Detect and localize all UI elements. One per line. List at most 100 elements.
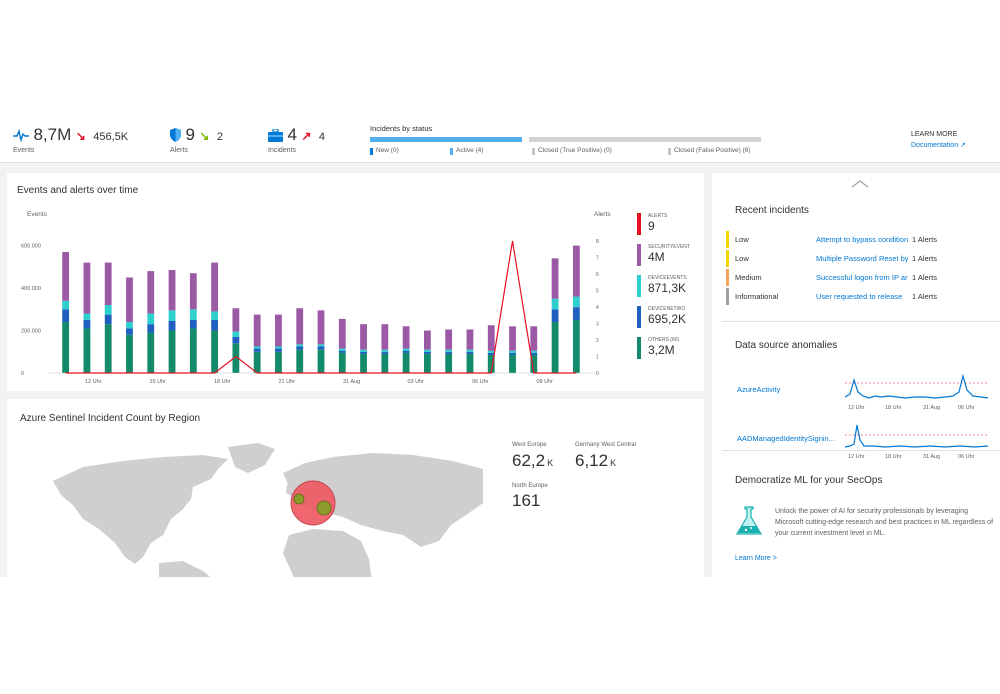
y-tick-label: 200.000 bbox=[21, 329, 41, 335]
chevron-up-icon[interactable] bbox=[850, 179, 870, 189]
x-tick-label: 18 Uhr bbox=[214, 379, 231, 385]
up-arrow-icon: ↗ bbox=[301, 129, 312, 143]
briefcase-icon bbox=[268, 128, 283, 142]
incident-alert-count: 1 Alerts bbox=[912, 292, 938, 301]
legend-item[interactable]: SECURITYEVENT 4M bbox=[637, 244, 717, 266]
alerts-kpi[interactable]: 9 ↘ 2 Alerts bbox=[170, 125, 224, 154]
status-bar-closed[interactable] bbox=[529, 137, 761, 142]
incident-row[interactable]: Low Multiple Password Reset by user 1 Al… bbox=[726, 250, 996, 269]
region-value-germany-number: 6,12 bbox=[575, 451, 609, 470]
bar-segment bbox=[83, 319, 91, 329]
bar-segment bbox=[466, 353, 474, 373]
bar-segment bbox=[189, 319, 197, 329]
events-value: 8,7M bbox=[33, 125, 72, 144]
bar-segment bbox=[296, 308, 304, 345]
bar-segment bbox=[211, 319, 219, 331]
x-tick-label: 12 Uhr bbox=[85, 379, 102, 385]
bar-segment bbox=[360, 351, 367, 354]
legend-name: DEVICENETWO bbox=[648, 306, 686, 312]
incidents-label: Incidents bbox=[268, 147, 297, 154]
anomaly-sparkline[interactable]: 12 Uhr 18 Uhr 31 Aug 06 Uhr bbox=[845, 420, 990, 460]
legend-name: OTHERS (60) bbox=[648, 337, 680, 343]
bar-segment bbox=[189, 309, 197, 320]
bar-segment bbox=[551, 258, 559, 299]
recent-incidents-title: Recent incidents bbox=[735, 205, 809, 216]
incidents-by-status[interactable]: Incidents by status New (0) Active (4) C… bbox=[370, 124, 770, 155]
bar-segment bbox=[168, 330, 176, 373]
incident-title-link[interactable]: User requested to release bbox=[816, 292, 903, 301]
anomaly-sparkline[interactable]: 12 Uhr 18 Uhr 31 Aug 06 Uhr bbox=[845, 372, 990, 412]
bar-segment bbox=[62, 300, 70, 310]
documentation-link-label: Documentation bbox=[911, 142, 959, 149]
alerts-delta: 2 bbox=[216, 131, 224, 143]
learn-more: LEARN MORE Documentation ↗ bbox=[911, 129, 966, 151]
anomaly-tick: 06 Uhr bbox=[958, 405, 975, 411]
down-arrow-icon: ↘ bbox=[75, 129, 86, 143]
bar-segment bbox=[317, 349, 325, 373]
anomaly-tick: 06 Uhr bbox=[958, 454, 975, 460]
anomaly-source-link[interactable]: AzureActivity bbox=[737, 385, 781, 394]
bar-segment bbox=[381, 353, 389, 373]
bar-segment bbox=[296, 344, 304, 347]
bar-segment bbox=[253, 348, 261, 352]
incident-row[interactable]: Low Attempt to bypass conditional access… bbox=[726, 231, 996, 250]
incident-row[interactable]: Medium Successful logon from IP and fail… bbox=[726, 269, 996, 288]
sentinel-overview: 8,7M ↘ 456,5K Events 9 ↘ 2 Alerts 4 ↗ 4 … bbox=[0, 117, 1000, 577]
democratize-body: Unlock the power of AI for security prof… bbox=[775, 508, 994, 537]
x-tick-label: 21 Uhr bbox=[279, 379, 296, 385]
bar-segment bbox=[509, 352, 516, 355]
region-value-west-europe-number: 62,2 bbox=[512, 451, 546, 470]
bar-segment bbox=[317, 346, 325, 350]
learn-more-link[interactable]: Learn More > bbox=[735, 555, 777, 562]
status-legend-new: New (0) bbox=[370, 147, 399, 155]
bar-segment bbox=[360, 353, 367, 373]
bar-segment bbox=[445, 329, 453, 350]
incident-title-link[interactable]: Multiple Password Reset by user bbox=[816, 254, 908, 263]
incidents-value: 4 bbox=[287, 125, 297, 144]
anomaly-source-link[interactable]: AADManagedIdentitySignin... bbox=[737, 434, 835, 443]
bar-segment bbox=[104, 262, 112, 306]
incidents-kpi[interactable]: 4 ↗ 4 Incidents bbox=[268, 125, 326, 154]
bar-segment bbox=[147, 313, 155, 325]
summary-bar: 8,7M ↘ 456,5K Events 9 ↘ 2 Alerts 4 ↗ 4 … bbox=[0, 117, 1000, 163]
legend-item[interactable]: OTHERS (60) 3,2M bbox=[637, 337, 717, 359]
incident-title-link[interactable]: Attempt to bypass conditional access bbox=[816, 235, 908, 244]
y-tick-label: 400.000 bbox=[21, 286, 41, 292]
bar-segment bbox=[168, 320, 176, 331]
bar-segment bbox=[572, 307, 580, 320]
external-link-icon: ↗ bbox=[960, 142, 966, 149]
legend-item[interactable]: DEVICENETWO 695,2K bbox=[637, 306, 717, 328]
events-kpi[interactable]: 8,7M ↘ 456,5K Events bbox=[13, 125, 128, 154]
region-map-title: Azure Sentinel Incident Count by Region bbox=[20, 413, 201, 424]
severity-indicator bbox=[726, 269, 729, 286]
x-tick-label: 15 Uhr bbox=[150, 379, 167, 385]
region-value-north-europe: 161 bbox=[512, 491, 541, 510]
alert-tick-label: 3 bbox=[596, 322, 599, 328]
incidents-delta: 4 bbox=[318, 131, 326, 143]
documentation-link[interactable]: Documentation ↗ bbox=[911, 140, 966, 151]
events-chart[interactable]: 600.000 400.000 200.000 0 8 7 6 5 4 3 2 1 0 12 Uhr 15 … bbox=[7, 173, 704, 391]
legend-value: 3,2M bbox=[648, 343, 675, 357]
world-map[interactable] bbox=[43, 439, 483, 577]
legend-swatch bbox=[637, 213, 641, 235]
legend-item[interactable]: ALERTS 9 bbox=[637, 213, 717, 235]
status-legend-closed-true: Closed (True Positive) (0) bbox=[532, 147, 612, 155]
alerts-axis-label: Alerts bbox=[594, 211, 611, 218]
north-europe-bubble[interactable] bbox=[293, 493, 305, 505]
alert-tick-label: 6 bbox=[596, 272, 599, 278]
bar-segment bbox=[104, 305, 112, 315]
germany-west-central-bubble[interactable] bbox=[316, 500, 332, 516]
bar-segment bbox=[572, 245, 580, 297]
status-bar-active[interactable] bbox=[370, 137, 522, 142]
legend-item[interactable]: DEVICEEVENTS 871,3K bbox=[637, 275, 717, 297]
bar-segment bbox=[232, 343, 240, 373]
region-label-north-europe: North Europe bbox=[512, 483, 548, 489]
bar-segment bbox=[147, 332, 155, 373]
bar-segment bbox=[466, 351, 474, 354]
bar-segment bbox=[551, 322, 559, 373]
y-tick-label: 600.000 bbox=[21, 244, 41, 250]
legend-swatch bbox=[637, 244, 641, 266]
incident-row[interactable]: Informational User requested to release … bbox=[726, 288, 996, 307]
bar-segment bbox=[402, 348, 410, 351]
incident-title-link[interactable]: Successful logon from IP and failure bbox=[816, 273, 908, 282]
